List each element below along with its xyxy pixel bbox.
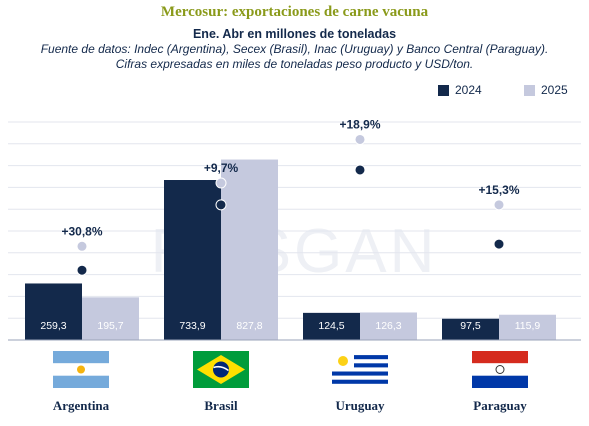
bar-uruguay-2025 [360,312,417,340]
price-dot-brasil-2025 [215,177,227,189]
price-dot-brasil-2024 [215,199,227,211]
data-label-uruguay-2024: 124,5 [318,320,344,332]
data-label-argentina-2025: 195,7 [97,320,123,332]
chart-subtitle: Ene. Abr en millones de toneladas [192,27,397,41]
paraguay-flag-icon [472,351,528,388]
data-label-brasil-2025: 827,8 [236,320,262,332]
bar-argentina-2025 [82,297,139,340]
legend-label-2024: 2024 [455,83,482,97]
bar-brasil-2024 [164,180,221,340]
data-source-note: Fuente de datos: Indec (Argentina), Sece… [40,42,549,71]
bar-paraguay-2024 [442,318,499,340]
legend-item-2024: 2024 [438,83,482,97]
data-label-paraguay-2025: 115,9 [515,320,541,332]
price-dot-paraguay-2024 [493,238,505,250]
legend-swatch-2024 [438,84,449,96]
legend-swatch-2025 [524,84,535,96]
pct-change-label-argentina: +30,8% [61,224,102,238]
price-dots-group: +30,8% +9,7% +18,9% +15,3% [61,117,520,276]
category-label-argentina: Argentina [52,398,110,413]
pct-change-label-uruguay: +18,9% [339,117,380,131]
bar-brasil-2025 [221,159,278,340]
price-dot-uruguay-2024 [354,164,366,176]
pct-change-label-brasil: +9,7% [204,161,239,175]
legend-item-2025: 2025 [524,83,568,97]
argentina-flag-icon [53,351,109,388]
data-label-brasil-2024: 733,9 [179,320,205,332]
price-dot-argentina-2025 [76,240,88,252]
data-label-uruguay-2025: 126,3 [375,320,401,332]
bar-uruguay-2024 [303,312,360,340]
price-dot-uruguay-2025 [354,133,366,145]
legend-label-2025: 2025 [541,83,568,97]
data-label-paraguay-2024: 97,5 [460,320,481,332]
category-label-brasil: Brasil [204,398,238,413]
brazil-flag-icon [193,351,249,388]
bars-group: 259,3 195,7 733,9 827,8 124,5 126,3 97,5 115,9 [25,159,556,340]
price-dot-paraguay-2025 [493,199,505,211]
bar-argentina-2024 [25,283,82,340]
uruguay-flag-icon [332,351,388,388]
category-label-paraguay: Paraguay [473,398,527,413]
data-label-argentina-2024: 259,3 [40,320,66,332]
category-label-uruguay: Uruguay [335,398,385,413]
bar-paraguay-2025 [499,314,556,340]
chart-title: Mercosur: exportaciones de carne vacuna [160,4,429,20]
pct-change-label-paraguay: +15,3% [478,183,519,197]
price-dot-argentina-2024 [76,264,88,276]
